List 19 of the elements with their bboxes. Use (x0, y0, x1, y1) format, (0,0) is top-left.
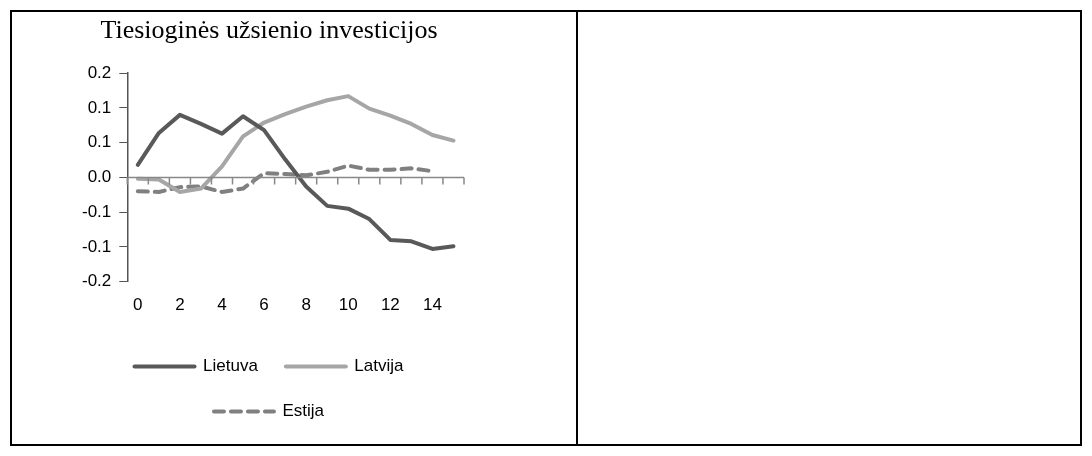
x-tick-label: 6 (259, 295, 269, 315)
x-tick-label: 12 (380, 295, 400, 315)
y-tick-label: 0.2 (87, 62, 112, 82)
y-tick-label: -0.1 (82, 236, 112, 256)
x-tick-label: 14 (422, 295, 442, 315)
legend-label: Estija (282, 401, 325, 421)
x-tick-label: 4 (217, 295, 227, 315)
y-tick-label: -0.2 (82, 271, 112, 291)
x-tick-label: 0 (133, 295, 143, 315)
y-tick-label: 0.0 (87, 167, 112, 187)
chart-title: Tiesioginės užsienio investicijos (100, 15, 438, 45)
legend-label: Latvija (354, 356, 405, 376)
y-tick-label: -0.1 (82, 201, 112, 221)
y-tick-label: 0.1 (87, 97, 112, 117)
x-tick-label: 2 (175, 295, 185, 315)
y-tick-label: 0.1 (87, 132, 112, 152)
x-tick-label: 8 (301, 295, 311, 315)
x-tick-label: 10 (338, 295, 358, 315)
legend-label: Lietuva (203, 356, 259, 376)
